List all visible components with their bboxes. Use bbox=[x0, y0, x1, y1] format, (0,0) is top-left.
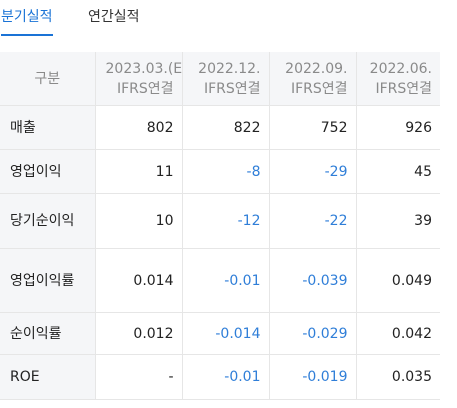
row-label: ROE bbox=[0, 354, 96, 400]
table-row: 영업이익 11 -8 -29 45 bbox=[0, 149, 440, 194]
row-label: 영업이익 bbox=[0, 149, 96, 194]
corner-label: 구분 bbox=[0, 52, 96, 106]
table-cell: -0.01 bbox=[182, 354, 270, 400]
column-basis: IFRS연결 bbox=[290, 80, 348, 97]
column-period: 2022.06. bbox=[369, 60, 432, 77]
column-header: 2022.12. IFRS연결 bbox=[182, 52, 270, 106]
table-cell: 802 bbox=[95, 105, 183, 150]
table-cell: 0.035 bbox=[356, 354, 440, 400]
table-cell: -8 bbox=[182, 149, 270, 194]
column-period: 2023.03.(E) bbox=[105, 60, 182, 77]
table-row: ROE - -0.01 -0.019 0.035 bbox=[0, 354, 440, 400]
table-header-row: 구분 2023.03.(E) IFRS연결 2022.12. IFRS연결 20… bbox=[0, 52, 440, 106]
table-cell: -0.029 bbox=[269, 312, 357, 355]
table-cell: 39 bbox=[356, 193, 440, 249]
table-cell: -29 bbox=[269, 149, 357, 194]
column-basis: IFRS연결 bbox=[203, 80, 261, 97]
column-header: 2022.06. IFRS연결 bbox=[356, 52, 440, 106]
table-cell: -0.019 bbox=[269, 354, 357, 400]
row-label: 순이익률 bbox=[0, 312, 96, 355]
row-label: 당기순이익 bbox=[0, 193, 96, 249]
table-cell: 926 bbox=[356, 105, 440, 150]
tab-quarterly[interactable]: 분기실적 bbox=[1, 8, 53, 36]
table-cell: 752 bbox=[269, 105, 357, 150]
tab-annual[interactable]: 연간실적 bbox=[88, 9, 140, 25]
table-cell: 11 bbox=[95, 149, 183, 194]
financial-summary-table: 구분 2023.03.(E) IFRS연결 2022.12. IFRS연결 20… bbox=[0, 52, 440, 400]
table-cell: - bbox=[95, 354, 183, 400]
table-cell: 0.014 bbox=[95, 248, 183, 313]
table-cell: 0.049 bbox=[356, 248, 440, 313]
table-cell: 0.042 bbox=[356, 312, 440, 355]
table-cell: -0.039 bbox=[269, 248, 357, 313]
table-cell: -22 bbox=[269, 193, 357, 249]
period-tabs: 분기실적 연간실적 bbox=[0, 0, 457, 36]
row-label: 매출 bbox=[0, 105, 96, 150]
table-row: 당기순이익 10 -12 -22 39 bbox=[0, 193, 440, 249]
column-header: 2023.03.(E) IFRS연결 bbox=[95, 52, 183, 106]
column-basis: IFRS연결 bbox=[375, 80, 432, 97]
table-row: 영업이익률 0.014 -0.01 -0.039 0.049 bbox=[0, 248, 440, 313]
table-cell: 45 bbox=[356, 149, 440, 194]
table-cell: -12 bbox=[182, 193, 270, 249]
column-header: 2022.09. IFRS연결 bbox=[269, 52, 357, 106]
table-row: 매출 802 822 752 926 bbox=[0, 105, 440, 150]
table-cell: -0.01 bbox=[182, 248, 270, 313]
column-period: 2022.09. bbox=[285, 60, 348, 77]
table-cell: 0.012 bbox=[95, 312, 183, 355]
table-cell: 822 bbox=[182, 105, 270, 150]
table-cell: -0.014 bbox=[182, 312, 270, 355]
column-basis: IFRS연결 bbox=[116, 80, 174, 97]
table-row: 순이익률 0.012 -0.014 -0.029 0.042 bbox=[0, 312, 440, 355]
table-cell: 10 bbox=[95, 193, 183, 249]
column-period: 2022.12. bbox=[198, 60, 261, 77]
row-label: 영업이익률 bbox=[0, 248, 96, 313]
